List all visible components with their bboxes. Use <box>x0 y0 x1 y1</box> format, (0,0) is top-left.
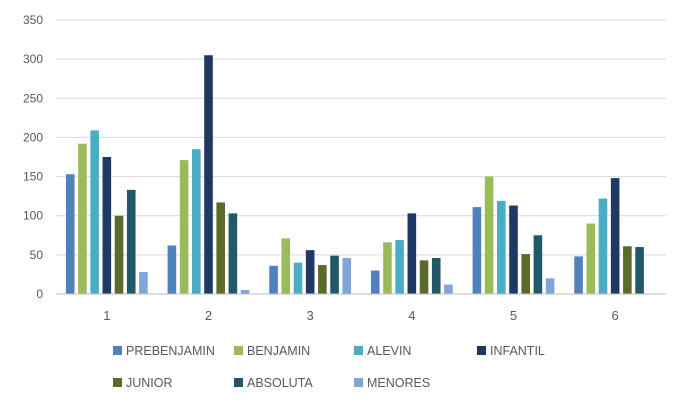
bar <box>370 270 380 294</box>
bar <box>90 130 99 294</box>
bar <box>586 223 596 294</box>
bar <box>419 260 429 294</box>
legend: PREBENJAMIN BENJAMIN ALEVIN INFANTIL JUNIOR A… <box>113 344 545 390</box>
legend-label: JUNIOR <box>126 376 173 390</box>
bar <box>179 160 189 294</box>
bar <box>521 254 530 294</box>
bars <box>65 55 644 294</box>
bar <box>395 239 404 294</box>
y-axis-tick-labels: 0 50 100 150 200 250 300 350 <box>23 13 43 301</box>
legend-label: INFANTIL <box>490 344 545 358</box>
bar <box>623 246 632 294</box>
bar <box>497 200 506 294</box>
bar <box>342 257 352 294</box>
legend-swatch <box>354 378 363 387</box>
x-tick-label: 6 <box>612 308 619 323</box>
y-tick-label: 50 <box>30 248 44 262</box>
bar <box>167 245 177 294</box>
y-tick-label: 0 <box>36 287 43 301</box>
legend-label: MENORES <box>367 376 430 390</box>
legend-label: ALEVIN <box>367 344 411 358</box>
y-tick-label: 200 <box>23 130 43 144</box>
legend-swatch <box>113 346 122 355</box>
bar <box>383 242 392 294</box>
bar <box>545 278 555 294</box>
bar <box>610 178 620 294</box>
bar <box>318 265 327 294</box>
bar <box>472 207 482 294</box>
bar <box>635 247 644 294</box>
bar <box>139 272 148 294</box>
y-tick-label: 350 <box>23 13 43 27</box>
bar <box>407 213 417 294</box>
bar <box>330 255 339 294</box>
bar <box>204 55 213 294</box>
y-tick-label: 150 <box>23 170 43 184</box>
x-axis: 1 2 3 4 5 6 <box>56 293 666 323</box>
bar <box>444 284 453 294</box>
legend-swatch <box>477 346 486 355</box>
bar <box>574 256 583 294</box>
bar <box>484 176 494 294</box>
bar <box>281 238 291 294</box>
bar <box>228 213 238 294</box>
bar <box>192 149 201 294</box>
legend-swatch <box>354 346 363 355</box>
legend-label: BENJAMIN <box>247 344 310 358</box>
y-tick-label: 100 <box>23 209 43 223</box>
bar <box>269 265 278 294</box>
x-tick-label: 4 <box>408 308 415 323</box>
x-tick-label: 3 <box>307 308 314 323</box>
bar <box>305 250 315 294</box>
x-tick-label: 1 <box>103 308 110 323</box>
bar <box>78 143 87 294</box>
bar <box>114 215 124 294</box>
bar <box>509 205 518 294</box>
bar <box>65 174 75 294</box>
x-tick-label: 2 <box>205 308 212 323</box>
legend-label: ABSOLUTA <box>247 376 313 390</box>
bar <box>240 290 250 294</box>
bar <box>126 189 136 294</box>
legend-swatch <box>113 378 122 387</box>
legend-label: PREBENJAMIN <box>126 344 215 358</box>
x-tick-label: 5 <box>510 308 517 323</box>
legend-swatch <box>234 346 243 355</box>
bar <box>431 257 441 294</box>
legend-swatch <box>234 378 243 387</box>
bar <box>598 198 608 294</box>
bar <box>293 262 303 294</box>
y-tick-label: 250 <box>23 91 43 105</box>
gridlines <box>56 19 666 295</box>
y-tick-label: 300 <box>23 52 43 66</box>
bar <box>533 235 543 294</box>
bar <box>216 202 225 294</box>
bar <box>102 157 112 294</box>
